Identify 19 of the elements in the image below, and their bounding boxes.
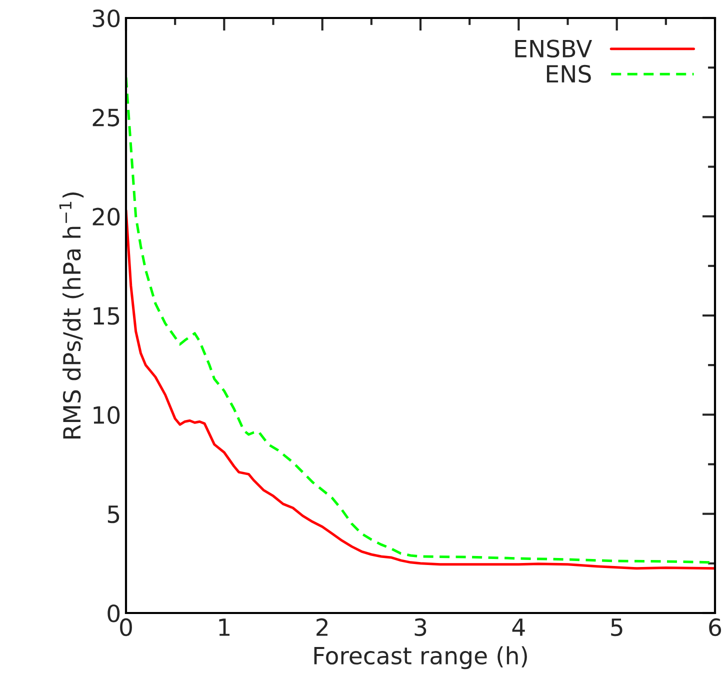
y-tick-label: 5 [108, 506, 120, 524]
x-tick-label: 6 [709, 618, 722, 636]
y-tick-label: 20 [92, 208, 120, 226]
x-tick-label: 2 [316, 618, 328, 636]
x-tick-label: 0 [120, 618, 132, 636]
x-tick-label: 3 [414, 618, 426, 636]
line-series [126, 209, 715, 570]
y-tick-label: 25 [92, 108, 120, 126]
x-axis-title: Forecast range (h) [314, 646, 527, 670]
x-tick-label: 5 [611, 618, 622, 636]
y-tick-label: 10 [94, 406, 120, 424]
legend-label: ENS [546, 64, 591, 83]
x-tick-label: 1 [219, 618, 230, 636]
x-tick-label: 4 [512, 618, 525, 636]
legend-label: ENSBV [515, 40, 592, 58]
y-tick-label: 0 [108, 604, 120, 622]
y-tick-label: 15 [94, 307, 120, 325]
y-tick-label: 30 [92, 9, 120, 28]
y-axis-title: RMS dPs/dt (hPa h$^{−1}$) [59, 192, 84, 438]
